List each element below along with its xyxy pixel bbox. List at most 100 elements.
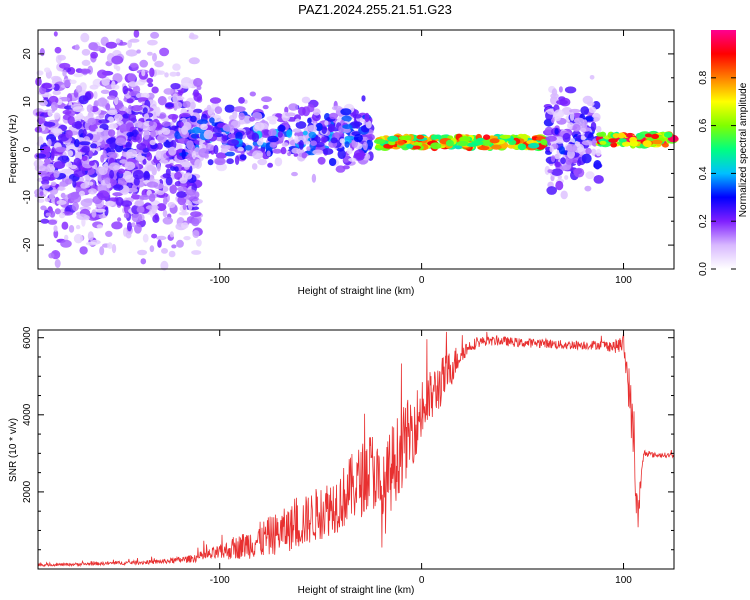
spectrogram-cell bbox=[196, 238, 202, 247]
colorbar-tick-label: 0.6 bbox=[698, 118, 709, 132]
spectrogram-cell bbox=[36, 70, 44, 76]
spectrogram-cell bbox=[491, 144, 502, 150]
spectrogram-cell bbox=[37, 198, 45, 203]
spectrogram-cell bbox=[182, 100, 191, 108]
spectrogram-cell bbox=[81, 48, 91, 56]
spectrogram-cell bbox=[331, 105, 343, 111]
spectrogram-cell bbox=[128, 81, 138, 87]
spectrogram-cell bbox=[644, 133, 653, 138]
spectrogram-cell bbox=[291, 171, 298, 177]
spectrogram-cell bbox=[174, 171, 183, 180]
spectrogram-cell bbox=[138, 194, 151, 200]
spectrogram-cell bbox=[560, 157, 566, 165]
spectrogram-cell bbox=[164, 72, 169, 78]
spectrogram-cell bbox=[75, 224, 81, 230]
spectrogram-cell bbox=[47, 219, 58, 225]
spectrogram-cell bbox=[206, 104, 212, 111]
spectrogram-x-tick-label: 0 bbox=[419, 275, 425, 286]
spectrogram-cell bbox=[572, 124, 581, 132]
spectrogram-cell bbox=[544, 126, 554, 135]
snr-x-axis-label: Height of straight line (km) bbox=[298, 585, 415, 596]
spectrogram-cell bbox=[56, 200, 67, 205]
spectrogram-cell bbox=[238, 97, 245, 104]
spectrogram-cell bbox=[162, 216, 173, 225]
spectrogram-cell bbox=[284, 106, 289, 114]
spectrogram-cell bbox=[610, 142, 618, 148]
spectrogram-cell bbox=[151, 205, 157, 215]
spectrogram-cell bbox=[174, 101, 183, 109]
spectrogram-cell bbox=[60, 239, 72, 248]
spectrogram-cell bbox=[126, 132, 134, 137]
spectrogram-cell bbox=[249, 116, 255, 122]
spectrogram-cell bbox=[136, 206, 145, 214]
spectrogram-cell bbox=[108, 123, 118, 129]
spectrogram-cell bbox=[335, 165, 346, 173]
spectrogram-cell bbox=[545, 135, 557, 142]
spectrogram-cell bbox=[163, 196, 168, 205]
spectrogram-cell bbox=[312, 149, 324, 155]
spectrogram-cell bbox=[517, 143, 527, 151]
spectrogram-cell bbox=[296, 135, 307, 143]
spectrogram-cell bbox=[51, 128, 63, 134]
spectrogram-cell bbox=[190, 211, 202, 218]
spectrogram-cell bbox=[298, 106, 306, 116]
spectrogram-cell bbox=[281, 142, 289, 147]
spectrogram-cells bbox=[32, 29, 679, 271]
spectrogram-cell bbox=[215, 152, 227, 159]
spectrogram-cell bbox=[167, 202, 176, 208]
spectrogram-cell bbox=[320, 136, 327, 144]
spectrogram-cell bbox=[72, 179, 77, 188]
spectrogram-cell bbox=[562, 132, 571, 143]
spectrogram-cell bbox=[330, 137, 338, 144]
spectrogram-cell bbox=[286, 129, 293, 138]
spectrogram-cell bbox=[626, 133, 633, 138]
spectrogram-x-ticks: -100 0 100 bbox=[210, 30, 632, 286]
spectrogram-cell bbox=[203, 153, 209, 159]
spectrogram-cell bbox=[146, 181, 159, 188]
spectrogram-cell bbox=[111, 221, 123, 230]
spectrogram-cell bbox=[177, 137, 190, 144]
spectrogram-cell bbox=[124, 161, 136, 171]
spectrogram-cell bbox=[48, 252, 55, 259]
spectrogram-cell bbox=[593, 175, 604, 184]
spectrogram-cell bbox=[352, 114, 362, 119]
spectrogram-cell bbox=[178, 121, 184, 128]
spectrogram-cell bbox=[62, 69, 67, 77]
spectrogram-cell bbox=[550, 155, 556, 163]
spectrogram-cell bbox=[74, 139, 80, 148]
spectrogram-cell bbox=[275, 113, 283, 118]
spectrogram-cell bbox=[387, 135, 399, 142]
spectrogram-cell bbox=[298, 140, 304, 150]
spectrogram-cell bbox=[580, 106, 589, 115]
spectrogram-cell bbox=[554, 153, 561, 160]
spectrogram-cell bbox=[445, 139, 454, 147]
spectrogram-cell bbox=[651, 133, 659, 139]
spectrogram-cell bbox=[222, 124, 235, 132]
spectrogram-cell bbox=[593, 160, 602, 170]
spectrogram-cell bbox=[184, 172, 193, 180]
spectrogram-cell bbox=[339, 138, 346, 144]
spectrogram-cell bbox=[91, 45, 103, 52]
spectrogram-cell bbox=[95, 128, 104, 133]
spectrogram-cell bbox=[81, 145, 90, 153]
spectrogram-cell bbox=[307, 104, 315, 113]
spectrogram-cell bbox=[585, 171, 595, 180]
colorbar-tick-label: 0.8 bbox=[698, 70, 709, 84]
spectrogram-cell bbox=[554, 136, 565, 144]
spectrogram-y-tick-label: 20 bbox=[22, 48, 33, 60]
spectrogram-cell bbox=[186, 140, 194, 150]
spectrogram-cell bbox=[214, 157, 226, 166]
spectrogram-cell bbox=[53, 225, 58, 232]
spectrogram-cell bbox=[67, 150, 74, 157]
spectrogram-cell bbox=[53, 170, 60, 178]
spectrogram-cell bbox=[43, 121, 56, 127]
spectrogram-cell bbox=[193, 77, 203, 87]
spectrogram-cell bbox=[161, 127, 171, 135]
spectrogram-cell bbox=[170, 166, 176, 172]
spectrogram-cell bbox=[37, 116, 46, 124]
spectrogram-cell bbox=[107, 109, 118, 116]
spectrogram-cell bbox=[105, 230, 113, 237]
spectrogram-cell bbox=[134, 224, 142, 234]
spectrogram-cell bbox=[87, 181, 94, 186]
spectrogram-cell bbox=[163, 88, 174, 95]
